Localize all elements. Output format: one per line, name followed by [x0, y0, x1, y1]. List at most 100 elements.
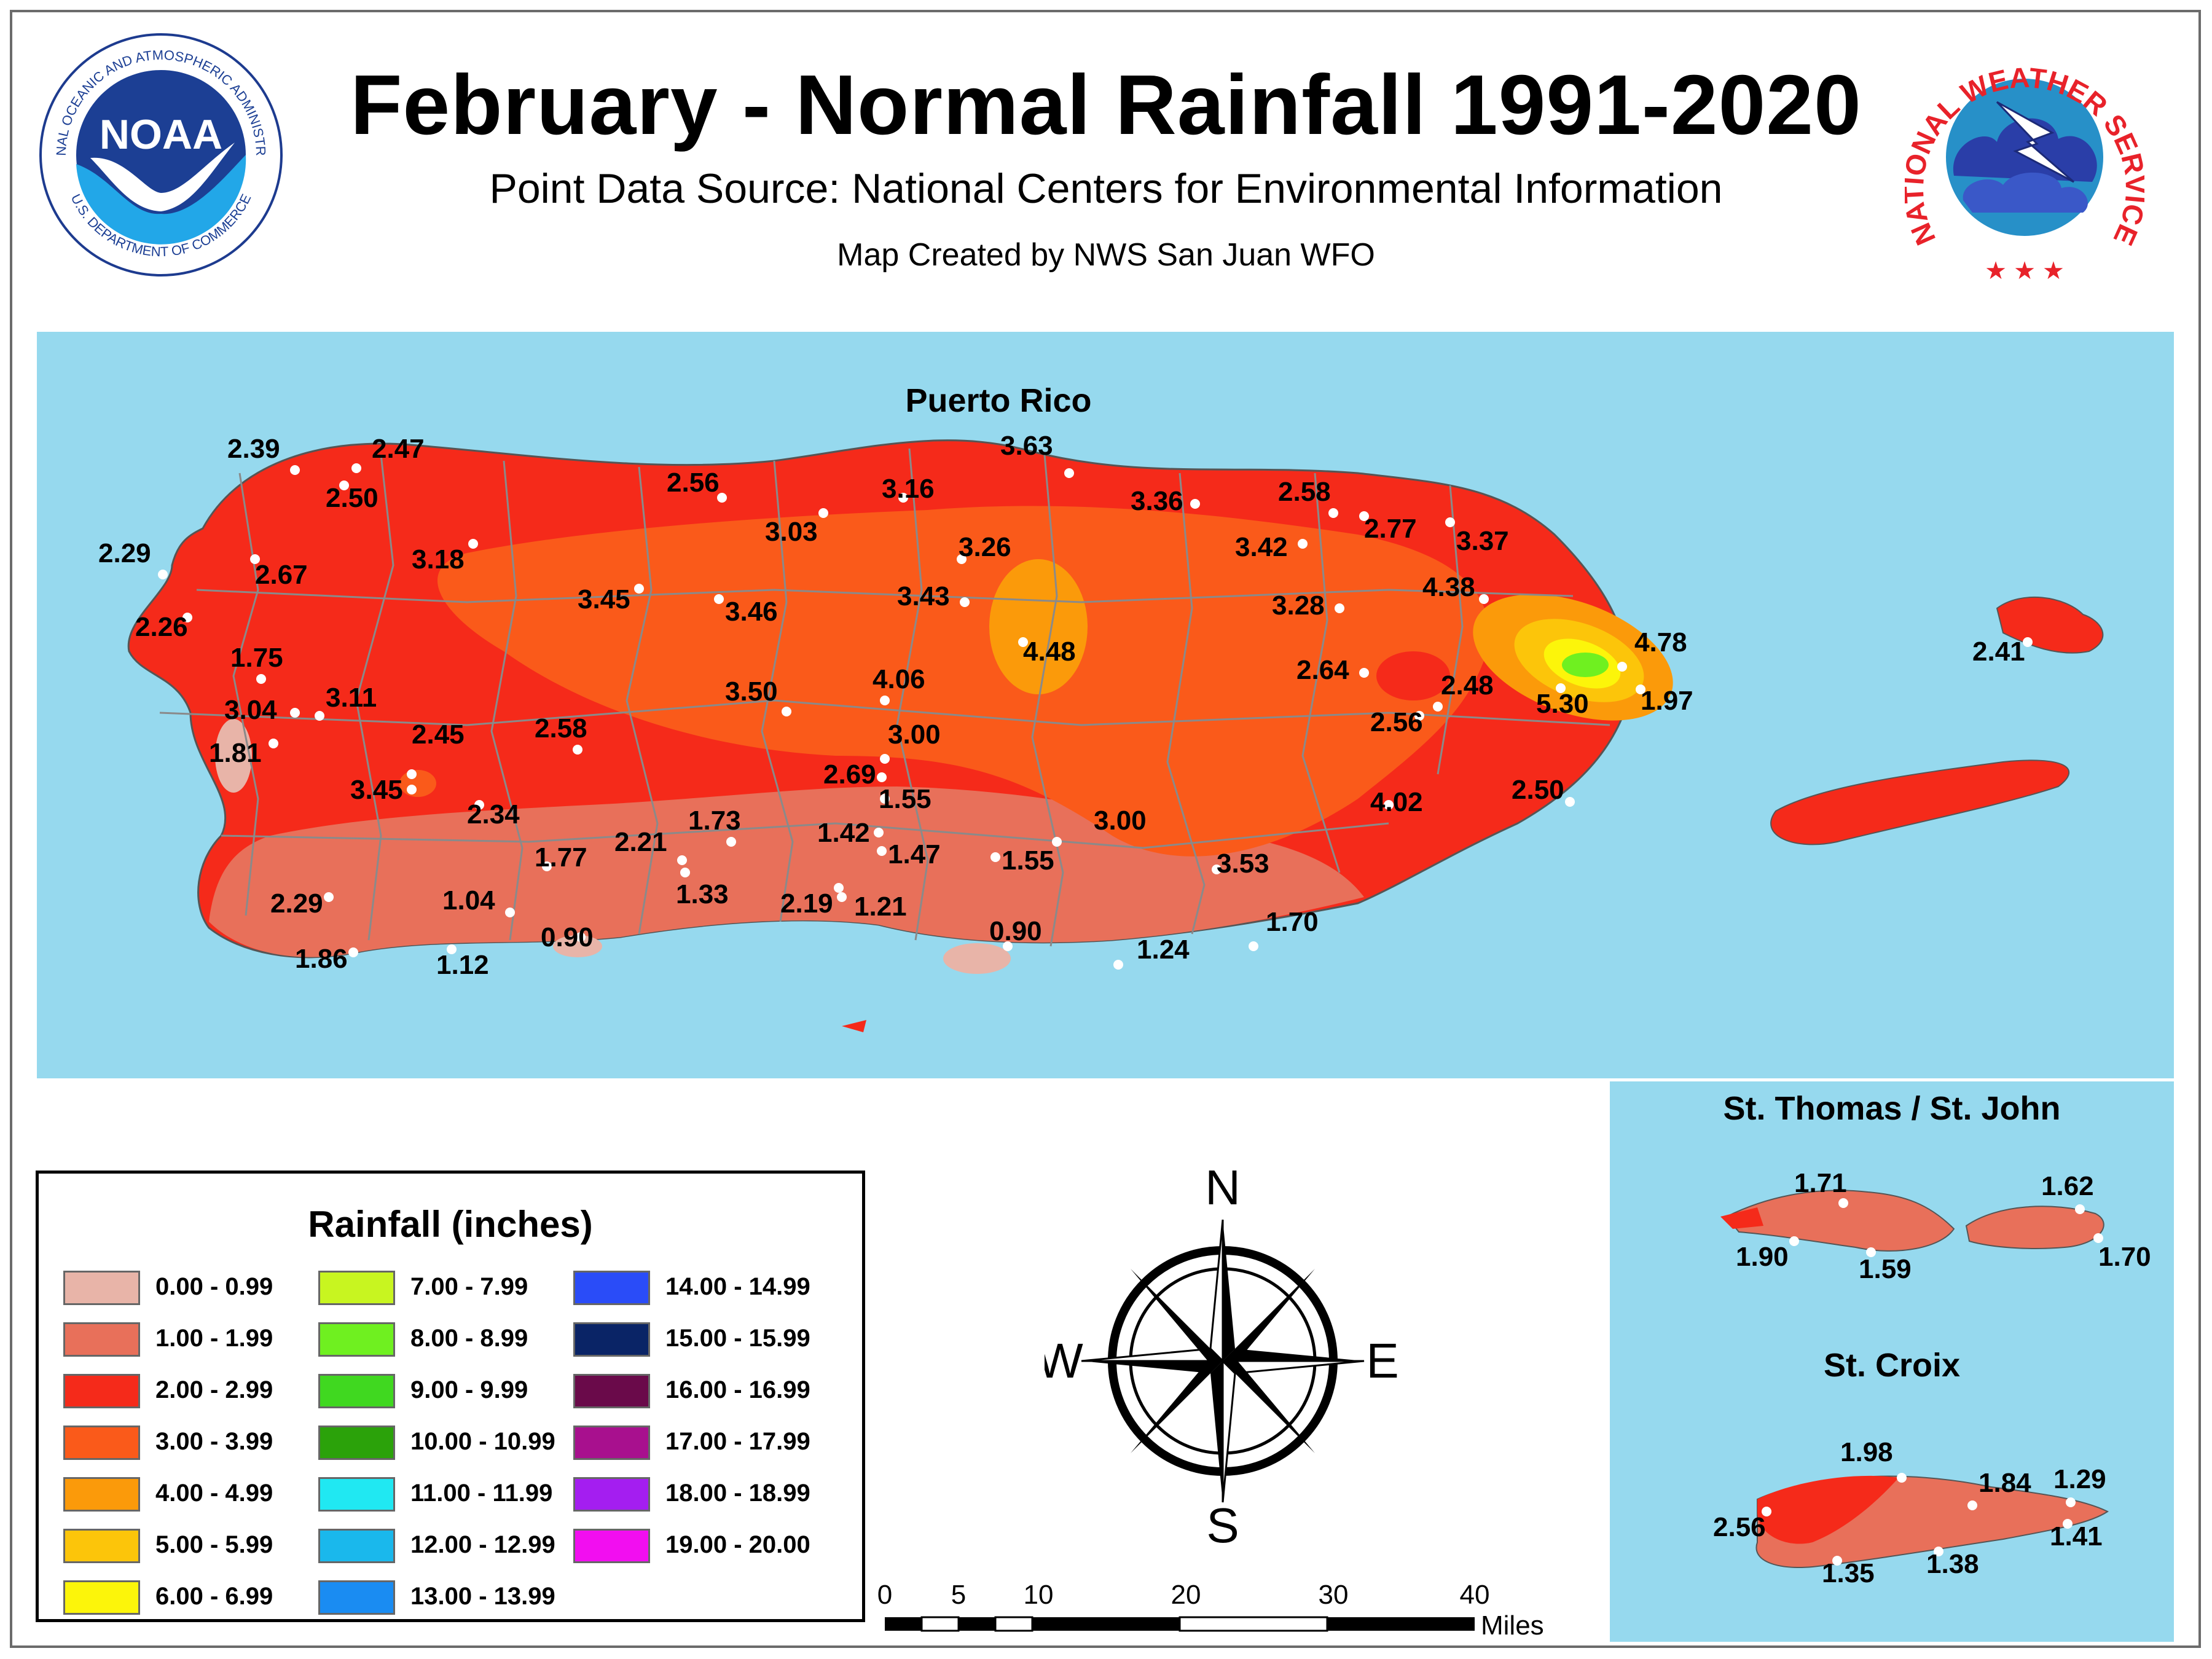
station-dot — [290, 465, 300, 475]
legend-swatch — [63, 1374, 140, 1408]
station-value: 2.58 — [535, 713, 587, 743]
station-value: 5.30 — [1536, 689, 1589, 719]
station-value: 1.75 — [230, 643, 283, 673]
station-value: 1.97 — [1641, 686, 1693, 716]
scale-tick-20: 20 — [1171, 1580, 1201, 1610]
culebra-island — [1996, 596, 2104, 654]
scale-tick-10: 10 — [1024, 1580, 1054, 1610]
station-value: 1.38 — [1926, 1549, 1979, 1579]
station-value: 1.29 — [2053, 1464, 2106, 1494]
station-value: 2.67 — [255, 560, 308, 590]
station-dot — [324, 892, 334, 902]
west-orange-spot — [399, 770, 436, 797]
station-value: 1.73 — [688, 806, 741, 836]
station-value: 3.43 — [897, 581, 950, 611]
station-value: 2.50 — [326, 483, 378, 513]
station-value: 1.47 — [888, 839, 941, 869]
station-dot — [1789, 1236, 1799, 1246]
station-value: 1.33 — [676, 879, 729, 909]
legend-label: 15.00 - 15.99 — [665, 1325, 810, 1352]
station-value: 3.63 — [1000, 431, 1053, 461]
legend-swatch — [63, 1426, 140, 1460]
region-title-st-croix: St. Croix — [1824, 1347, 1960, 1384]
station-value: 1.62 — [2041, 1171, 2094, 1201]
legend-label: 6.00 - 6.99 — [155, 1583, 273, 1610]
station-dot — [714, 594, 724, 604]
station-value: 0.90 — [541, 922, 594, 952]
el-yunque-zone-8 — [1562, 653, 1609, 677]
legend-label: 14.00 - 14.99 — [665, 1273, 810, 1300]
legend-swatch — [573, 1271, 650, 1305]
legend-label: 12.00 - 12.99 — [410, 1531, 555, 1558]
compass-north: N — [1205, 1167, 1241, 1215]
station-dot — [898, 493, 908, 503]
legend-label: 17.00 - 17.99 — [665, 1428, 810, 1455]
scale-unit: Miles — [1481, 1610, 1544, 1641]
station-dot — [474, 800, 484, 810]
station-value: 3.03 — [765, 517, 818, 547]
station-value: 3.50 — [725, 677, 778, 707]
map-credit: Map Created by NWS San Juan WFO — [837, 237, 1375, 273]
station-dot — [1838, 1198, 1848, 1208]
station-value: 1.55 — [1002, 845, 1054, 876]
st-croix-west-wet — [1757, 1475, 1899, 1544]
station-dot — [880, 696, 890, 705]
station-dot — [1897, 1473, 1907, 1483]
station-dot — [1445, 517, 1455, 527]
station-value: 2.64 — [1296, 655, 1349, 685]
station-value: 2.26 — [135, 612, 188, 642]
station-value: 4.48 — [1023, 637, 1076, 667]
station-dot — [1018, 637, 1028, 647]
station-value: 2.56 — [1370, 707, 1423, 737]
station-value: 1.04 — [442, 885, 495, 916]
nws-stars: ★ ★ ★ — [1985, 257, 2065, 284]
station-dot — [726, 837, 736, 847]
station-dot — [874, 828, 884, 837]
legend-label: 18.00 - 18.99 — [665, 1480, 810, 1507]
station-dot — [990, 852, 1000, 862]
station-dot — [2063, 1519, 2073, 1529]
station-dot — [505, 908, 515, 917]
station-dot — [1617, 662, 1627, 672]
legend-swatch — [318, 1271, 395, 1305]
vieques-island — [1770, 759, 2070, 845]
station-dot — [1565, 797, 1575, 807]
station-value: 2.50 — [1512, 775, 1564, 805]
station-dot — [1832, 1556, 1842, 1566]
southern-dry-zone — [209, 786, 1364, 957]
east-red-spot — [1376, 651, 1450, 700]
region-title-puerto-rico: Puerto Rico — [905, 382, 1091, 419]
station-dot — [256, 674, 266, 684]
station-value: 1.55 — [879, 784, 931, 814]
station-dot — [573, 745, 582, 755]
nws-logo: NATIONAL WEATHER SERVICE ★ ★ ★ — [1897, 34, 2152, 286]
scale-tick-5: 5 — [951, 1580, 966, 1610]
compass-star — [1081, 1219, 1365, 1503]
station-value: 1.90 — [1736, 1242, 1789, 1272]
legend-swatch — [63, 1580, 140, 1615]
station-value: 3.00 — [1094, 806, 1147, 836]
station-value: 1.98 — [1840, 1437, 1893, 1467]
station-value: 4.02 — [1370, 787, 1423, 817]
station-value: 4.78 — [1634, 627, 1687, 657]
station-dot — [2023, 637, 2033, 647]
station-value: 2.69 — [823, 759, 876, 790]
legend-label: 13.00 - 13.99 — [410, 1583, 555, 1610]
map-title: February - Normal Rainfall 1991-2020 — [350, 58, 1862, 152]
st-john-island — [1965, 1206, 2104, 1249]
station-dot — [468, 539, 478, 549]
station-value: 1.70 — [2098, 1242, 2151, 1272]
desecheo-island — [842, 1020, 866, 1032]
west-dry-spot — [215, 719, 252, 793]
station-value: 3.37 — [1456, 526, 1509, 556]
station-value: 3.45 — [578, 584, 630, 614]
station-value: 2.41 — [1972, 637, 2025, 667]
station-dot — [339, 480, 349, 490]
station-value: 2.29 — [270, 888, 323, 919]
station-value: 1.12 — [436, 950, 489, 980]
map-subtitle: Point Data Source: National Centers for … — [489, 165, 1723, 212]
station-dot — [880, 754, 890, 764]
legend-label: 1.00 - 1.99 — [155, 1325, 273, 1352]
puerto-rico-stations: 2.39 2.47 2.50 2.29 2.67 2.26 1.75 3.04 3.11 1.81… — [98, 431, 2033, 980]
station-value: 0.90 — [989, 916, 1042, 946]
